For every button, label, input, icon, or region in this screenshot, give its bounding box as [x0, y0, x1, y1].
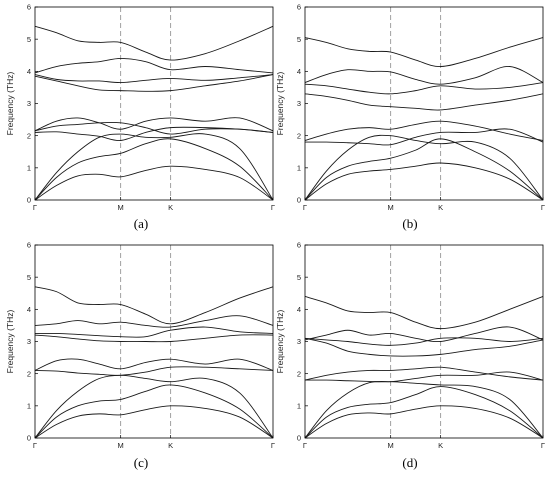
phonon-band-line — [304, 82, 544, 95]
x-tick-label: Γ — [541, 203, 545, 212]
phonon-band-line — [304, 405, 544, 439]
y-tick-label: 4 — [27, 305, 31, 314]
phonon-band-line — [304, 128, 544, 146]
phonon-band-line — [304, 296, 544, 330]
phonon-band-line — [34, 138, 274, 201]
y-tick-label: 0 — [27, 196, 31, 205]
x-tick-label: M — [118, 441, 124, 450]
y-tick-label: 6 — [297, 3, 301, 12]
panel-label: (c) — [134, 455, 148, 470]
y-tick-label: 4 — [297, 305, 301, 314]
x-tick-label: M — [118, 203, 124, 212]
phonon-band-line — [304, 380, 544, 439]
phonon-band-line — [304, 162, 544, 201]
phonon-band-line — [304, 371, 544, 383]
y-tick-label: 5 — [27, 35, 31, 44]
y-tick-label: 5 — [27, 273, 31, 282]
phonon-band-line — [34, 384, 274, 439]
y-tick-label: 3 — [27, 99, 31, 108]
phonon-band-line — [34, 121, 274, 135]
x-tick-label: M — [388, 203, 394, 212]
y-tick-label: 6 — [27, 241, 31, 250]
x-tick-label: Γ — [541, 441, 545, 450]
panel-c: 0 1 2 3 4 5 6 Γ M K Γ Frequency (THz) (c) — [5, 241, 275, 470]
y-tick-label: 1 — [297, 163, 301, 172]
phonon-band-line — [34, 374, 274, 439]
phonon-band-line — [34, 74, 274, 84]
y-tick-label: 1 — [297, 401, 301, 410]
y-tick-label: 1 — [27, 401, 31, 410]
panel-label: (b) — [402, 216, 417, 231]
y-tick-label: 2 — [27, 369, 31, 378]
y-tick-label: 5 — [297, 35, 301, 44]
phonon-band-line — [304, 93, 544, 111]
phonon-band-line — [34, 25, 274, 61]
y-tick-label: 4 — [297, 67, 301, 76]
phonon-band-line — [304, 134, 544, 201]
plot-frame — [34, 6, 274, 201]
phonon-band-line — [304, 138, 544, 201]
x-tick-label: Γ — [33, 441, 37, 450]
phonon-band-line — [304, 337, 544, 346]
phonon-band-line — [34, 326, 274, 338]
y-axis-label: Frequency (THz) — [275, 71, 285, 135]
phonon-band-line — [34, 133, 274, 201]
x-tick-label: K — [438, 203, 443, 212]
phonon-band-line — [304, 366, 544, 381]
phonon-band-line — [34, 117, 274, 132]
phonon-band-line — [34, 286, 274, 325]
y-tick-label: 6 — [297, 241, 301, 250]
plot-frame — [304, 6, 544, 201]
phonon-band-line — [304, 120, 544, 141]
y-tick-label: 2 — [27, 131, 31, 140]
phonon-band-line — [304, 66, 544, 85]
panel-d: 0 1 2 3 4 5 6 Γ M K Γ Frequency (THz) (d) — [275, 241, 545, 470]
x-tick-label: Γ — [303, 203, 307, 212]
y-tick-label: 3 — [297, 99, 301, 108]
y-tick-label: 1 — [27, 163, 31, 172]
y-axis-label: Frequency (THz) — [275, 309, 285, 373]
y-tick-label: 0 — [297, 434, 301, 443]
phonon-band-line — [34, 58, 274, 74]
y-axis-label: Frequency (THz) — [5, 71, 15, 135]
y-tick-label: 5 — [297, 273, 301, 282]
x-tick-label: Γ — [303, 441, 307, 450]
y-tick-label: 3 — [297, 337, 301, 346]
y-tick-label: 0 — [27, 434, 31, 443]
y-tick-label: 0 — [297, 196, 301, 205]
x-tick-label: K — [438, 441, 443, 450]
x-tick-label: K — [168, 441, 173, 450]
phonon-band-line — [34, 405, 274, 439]
phonon-band-line — [304, 37, 544, 67]
phonon-band-line — [34, 165, 274, 201]
phonon-band-line — [34, 334, 274, 343]
y-tick-label: 2 — [297, 131, 301, 140]
panel-label: (d) — [402, 455, 417, 470]
phonon-band-line — [304, 337, 544, 357]
phonon-band-line — [34, 74, 274, 92]
y-tick-label: 2 — [297, 369, 301, 378]
phonon-band-line — [34, 126, 274, 141]
x-tick-label: Γ — [271, 441, 275, 450]
x-tick-label: K — [168, 203, 173, 212]
x-tick-label: M — [388, 441, 394, 450]
phonon-band-line — [304, 326, 544, 343]
y-tick-label: 6 — [27, 3, 31, 12]
y-tick-label: 4 — [27, 67, 31, 76]
phonon-band-line — [34, 366, 274, 376]
x-tick-label: Γ — [271, 203, 275, 212]
panel-label: (a) — [134, 216, 148, 231]
x-tick-label: Γ — [33, 203, 37, 212]
panel-a: 0 1 2 3 4 5 6 Γ M K Γ Frequency (THz) (a) — [5, 3, 275, 231]
panel-b: 0 1 2 3 4 5 6 Γ M K Γ Frequency (THz) (b) — [275, 3, 545, 231]
y-tick-label: 3 — [27, 337, 31, 346]
phonon-band-line — [34, 358, 274, 371]
phonon-band-line — [34, 315, 274, 328]
y-axis-label: Frequency (THz) — [5, 309, 15, 373]
phonon-band-line — [304, 386, 544, 439]
